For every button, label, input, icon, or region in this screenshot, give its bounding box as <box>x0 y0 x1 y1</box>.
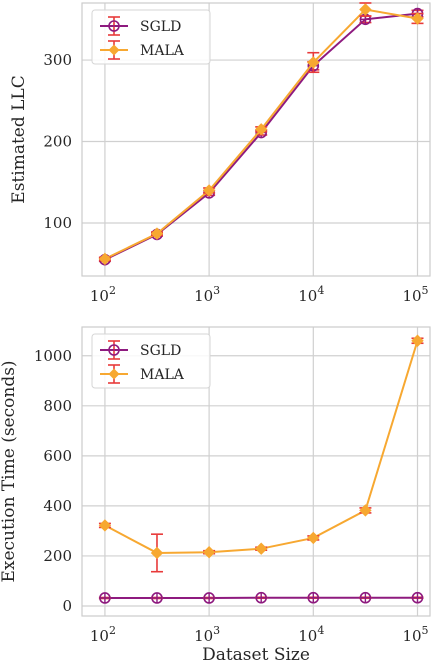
plot-frame <box>81 2 431 277</box>
legend-label: MALA <box>140 43 185 59</box>
legend: SGLD MALA <box>91 9 211 65</box>
data-point <box>99 592 111 604</box>
data-point <box>202 184 216 197</box>
y-tick-label: 200 <box>43 133 72 151</box>
data-point <box>98 519 112 532</box>
data-point <box>150 546 164 560</box>
data-point <box>150 227 164 240</box>
series-sgld <box>98 591 424 604</box>
legend-item-mala: MALA <box>100 364 185 384</box>
y-tick-label: 100 <box>43 214 72 232</box>
x-tick-label: 104 <box>298 624 324 645</box>
data-point <box>255 591 268 604</box>
legend-item-mala: MALA <box>100 40 185 60</box>
plot-frame <box>81 326 431 617</box>
y-tick-label: 200 <box>43 547 72 565</box>
data-point <box>359 591 372 604</box>
y-axis-label: Estimated LLC <box>9 75 29 203</box>
llc-panel: 100 200 300 102 103 104 105 Estimated LLC SGLD MA… <box>9 2 431 305</box>
x-axis-label: Dataset Size <box>202 645 310 664</box>
y-tick-label: 600 <box>43 447 72 465</box>
legend-item-sgld: SGLD <box>100 340 181 360</box>
data-point <box>307 531 320 545</box>
y-tick-label: 1000 <box>34 347 72 365</box>
series-mala <box>98 2 424 266</box>
series-mala <box>98 334 424 573</box>
data-point <box>254 123 268 136</box>
x-tick-label: 102 <box>90 624 116 645</box>
legend-label: MALA <box>140 367 185 383</box>
x-tick-label: 102 <box>90 284 116 305</box>
legend-item-sgld: SGLD <box>100 16 181 36</box>
x-tick-label: 103 <box>194 284 220 305</box>
data-point <box>359 504 372 517</box>
data-point <box>98 252 112 266</box>
data-point <box>411 12 424 25</box>
y-axis-label: Execution Time (seconds) <box>0 360 19 582</box>
x-tick-label: 105 <box>402 624 428 645</box>
y-tick-label: 0 <box>62 597 72 615</box>
legend-label: SGLD <box>140 19 181 35</box>
x-tick-label: 104 <box>298 284 324 305</box>
data-point <box>411 334 424 347</box>
data-point <box>411 591 424 604</box>
y-tick-label: 400 <box>43 497 72 515</box>
data-point <box>203 592 215 604</box>
y-tick-label: 800 <box>43 397 72 415</box>
data-point <box>151 592 163 604</box>
legend: SGLD MALA <box>91 333 211 389</box>
y-tick-label: 300 <box>43 51 72 69</box>
x-tick-label: 103 <box>194 624 220 645</box>
time-panel: 0 200 400 600 800 1000 102 103 104 105 Execution T… <box>0 326 431 664</box>
legend-label: SGLD <box>140 343 181 359</box>
data-point <box>307 591 320 604</box>
x-tick-label: 105 <box>402 284 428 305</box>
data-point <box>202 545 216 559</box>
data-point <box>359 3 372 16</box>
data-point <box>307 56 320 69</box>
data-point <box>254 542 268 555</box>
